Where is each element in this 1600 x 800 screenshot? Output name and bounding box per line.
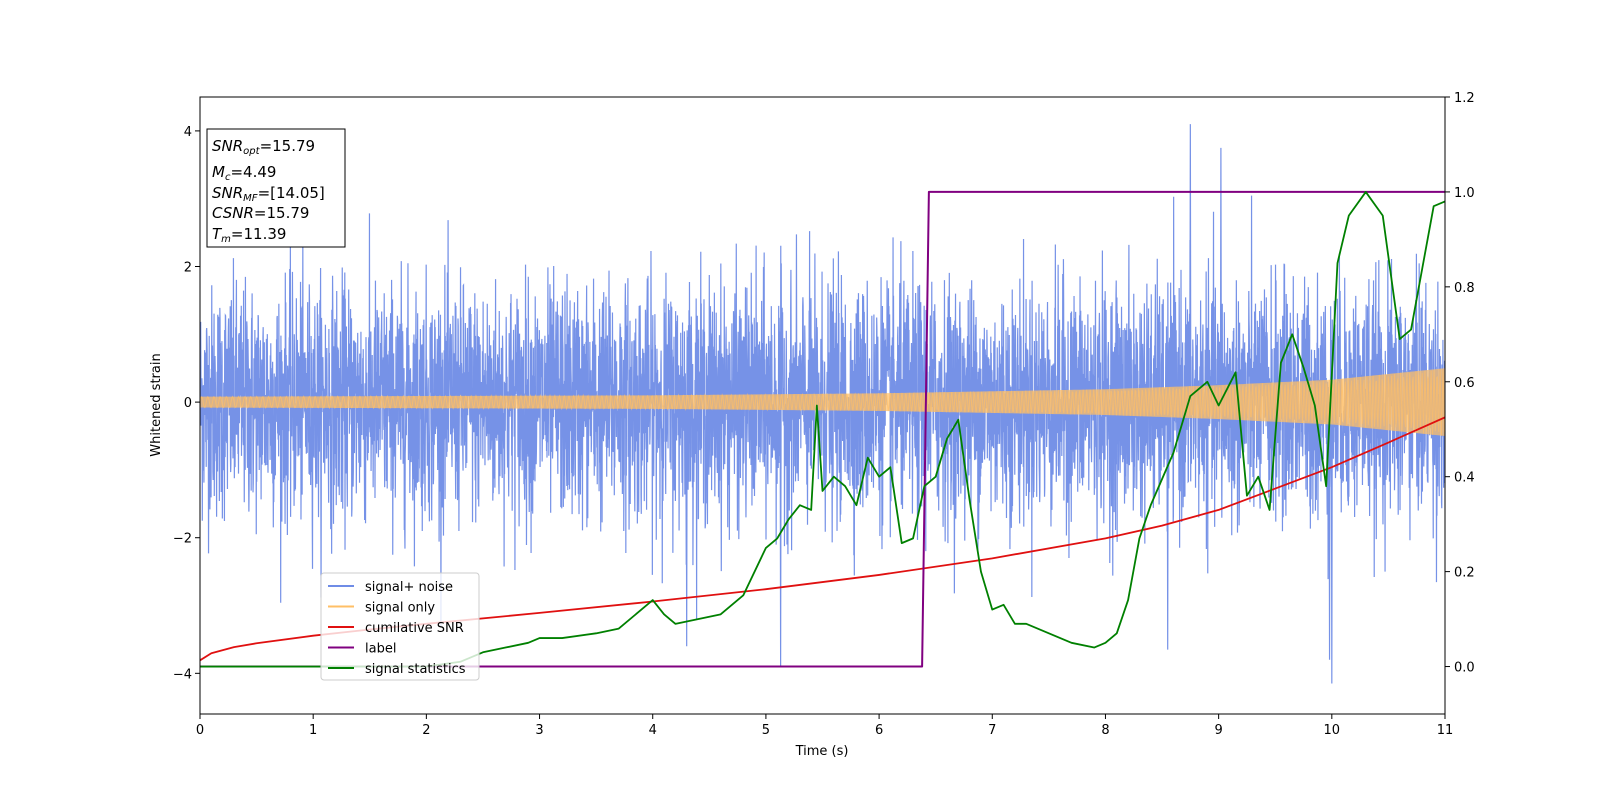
y-right-tick-label: 0.0: [1454, 661, 1475, 676]
x-tick-label: 11: [1437, 723, 1454, 738]
x-tick-label: 8: [1101, 723, 1109, 738]
series-signal-only-band: [200, 368, 1445, 437]
x-axis-label: Time (s): [795, 744, 849, 759]
y-tick-label: 4: [184, 125, 192, 140]
legend-label: cumilative SNR: [365, 621, 464, 636]
x-tick-label: 0: [196, 723, 204, 738]
x-tick-label: 5: [762, 723, 770, 738]
y-right-tick-label: 0.4: [1454, 471, 1475, 486]
series-signal-statistics-line: [200, 191, 1445, 668]
info-box-frame: [206, 128, 346, 248]
info-box-line: SNRopt=15.79: [212, 137, 315, 157]
y-tick-label: 2: [184, 261, 192, 276]
info-box-line: CSNR=15.79: [212, 204, 309, 222]
x-tick-label: 2: [422, 723, 430, 738]
series-signal-only-line: [200, 369, 1445, 436]
y-right-tick-label: 0.2: [1454, 566, 1475, 581]
y-axis-left: −4 −2 0 2 4: [173, 125, 200, 682]
y-axis-right: 0.0 0.2 0.4 0.6 0.8 1.0 1.2: [1445, 91, 1475, 676]
plot-area: [200, 124, 1445, 684]
x-tick-label: 7: [988, 723, 996, 738]
y-tick-label: −4: [173, 667, 192, 682]
x-tick-label: 9: [1214, 723, 1222, 738]
series-label-line: [200, 190, 1445, 668]
y-right-tick-label: 0.6: [1454, 376, 1475, 391]
y-right-tick-label: 1.2: [1454, 91, 1475, 106]
x-axis: 0 1 2 3 4 5 6 7 8 9 10 11: [196, 714, 1453, 738]
info-box-line: SNRMF=[14.05]: [212, 184, 325, 204]
y-axis-label: Whitened strain: [149, 353, 164, 456]
axes-frame: [199, 96, 1446, 715]
legend-label: signal+ noise: [365, 580, 453, 595]
x-tick-label: 1: [309, 723, 317, 738]
x-tick-label: 6: [875, 723, 883, 738]
info-box-line: Tm=11.39: [212, 225, 286, 245]
y-right-tick-label: 0.8: [1454, 281, 1475, 296]
y-right-tick-label: 1.0: [1454, 186, 1475, 201]
info-box-line: Mc=4.49: [212, 163, 276, 183]
x-tick-label: 3: [535, 723, 543, 738]
series-cumulative-snr-line: [200, 416, 1445, 662]
legend: signal+ noise signal only cumilative SNR la…: [320, 572, 480, 681]
legend-label: signal only: [365, 601, 435, 616]
legend-frame: [320, 572, 480, 681]
y-tick-label: −2: [173, 532, 192, 547]
info-box: SNRopt=15.79 Mc=4.49SNRMF=[14.05]CSNR=15.…: [206, 128, 346, 248]
legend-label: label: [365, 642, 396, 657]
legend-label: signal statistics: [365, 662, 466, 677]
y-tick-label: 0: [184, 396, 192, 411]
x-tick-label: 4: [649, 723, 657, 738]
x-tick-label: 10: [1324, 723, 1341, 738]
